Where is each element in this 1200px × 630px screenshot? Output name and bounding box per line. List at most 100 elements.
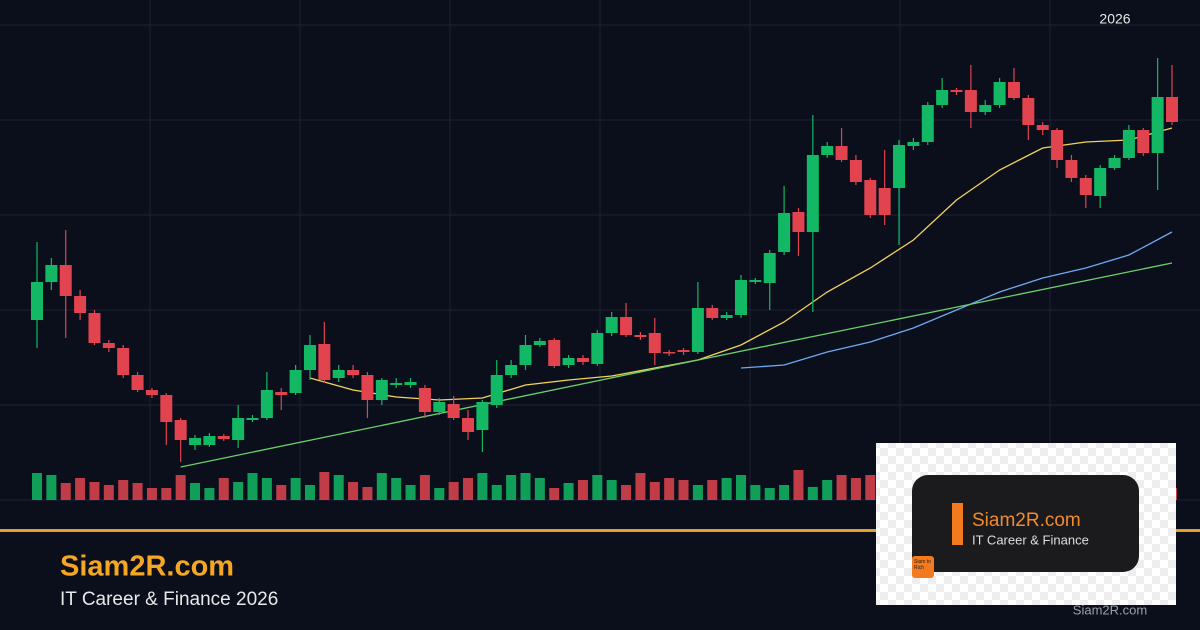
logo-card (912, 475, 1139, 572)
candle-body (289, 370, 302, 393)
volume-bar (89, 482, 100, 500)
volume-bar (304, 485, 315, 500)
candle-body (361, 375, 374, 400)
volume-bar (764, 488, 775, 500)
volume-bar (448, 482, 459, 500)
candle-body (375, 380, 388, 400)
candle-body (275, 392, 288, 395)
volume-bar (204, 488, 215, 500)
volume-bar (218, 478, 229, 500)
volume-bar (434, 488, 445, 500)
candle-body (1094, 168, 1107, 196)
candle-body (1108, 158, 1121, 168)
candle-body (1051, 130, 1064, 160)
volume-bar (161, 488, 172, 500)
volume-bar (391, 478, 402, 500)
candle-body (1079, 178, 1092, 195)
candle-body (907, 142, 920, 146)
candle-body (605, 317, 618, 333)
volume-bar (261, 478, 272, 500)
candle-body (476, 402, 489, 430)
candle-body (648, 333, 661, 353)
candle-body (1151, 97, 1164, 153)
volume-bar (362, 487, 373, 500)
volume-bar (103, 485, 114, 500)
volume-bar (477, 473, 488, 500)
candle-body (490, 375, 503, 405)
candle-body (131, 375, 144, 390)
volume-bar (735, 475, 746, 500)
volume-bar (549, 488, 560, 500)
moving-average (740, 231, 1173, 369)
candle-body (45, 265, 58, 282)
candle-body (993, 82, 1006, 105)
candle-body (88, 313, 101, 343)
candle-body (950, 90, 963, 92)
candle-body (763, 253, 776, 283)
candle-body (390, 383, 403, 385)
volume-bar (678, 480, 689, 500)
volume-bar (348, 482, 359, 500)
candle-body (720, 315, 733, 318)
divider (0, 529, 1200, 532)
candle-body (519, 345, 532, 365)
brand: Siam2R.com (60, 551, 234, 583)
candle-body (849, 160, 862, 182)
volume-bar (146, 488, 157, 500)
candle-body (778, 213, 791, 252)
volume-bar (635, 473, 646, 500)
tagline: IT Career & Finance 2026 (60, 589, 278, 610)
volume-bar (534, 478, 545, 500)
candle-body (821, 146, 834, 155)
volume-bar (376, 473, 387, 500)
volume-bar (46, 475, 57, 500)
candle-body (332, 370, 345, 378)
candle-body (232, 418, 245, 440)
candle-body (433, 402, 446, 412)
candle-body (447, 404, 460, 418)
logo-badge (912, 556, 934, 578)
volume-bar (463, 478, 474, 500)
volume-bar (692, 485, 703, 500)
candle-body (462, 418, 475, 432)
candle-body (59, 265, 72, 296)
volume-bar (290, 478, 301, 500)
candle-body (548, 340, 561, 366)
volume-bar (491, 485, 502, 500)
logo: Siam2R.com IT Career & Finance Siam to R… (876, 443, 1176, 605)
volume-bar (132, 483, 143, 500)
candle-body (620, 317, 633, 335)
candle-body (749, 280, 762, 282)
moving-average (180, 262, 1173, 468)
candle-body (217, 436, 230, 439)
candle-body (117, 348, 130, 375)
candle-body (964, 90, 977, 112)
candle-body (562, 358, 575, 365)
logo-brand: Siam2R.com (972, 510, 1081, 531)
candle-body (102, 343, 115, 348)
candle-body (663, 352, 676, 354)
candle-body (505, 365, 518, 375)
volume-bar (563, 483, 574, 500)
volume-bar (233, 482, 244, 500)
grid (0, 0, 1200, 501)
volume-bar (707, 480, 718, 500)
candle-body (576, 358, 589, 362)
candle-body (921, 105, 934, 142)
candle-body (835, 146, 848, 160)
candle-body (634, 335, 647, 337)
volume-bar (190, 483, 201, 500)
volume-bar (865, 475, 876, 500)
candle-body (936, 90, 949, 105)
volume-bar (405, 485, 416, 500)
volume-bar (592, 475, 603, 500)
candle-body (806, 155, 819, 232)
candle-body (418, 388, 431, 412)
volume-bar (520, 473, 531, 500)
volume-bar (506, 475, 517, 500)
watermark: Siam2R.com (1073, 602, 1147, 617)
volume-bar (807, 487, 818, 500)
candle-body (591, 333, 604, 364)
candle-body (734, 280, 747, 315)
volume-bar (649, 482, 660, 500)
